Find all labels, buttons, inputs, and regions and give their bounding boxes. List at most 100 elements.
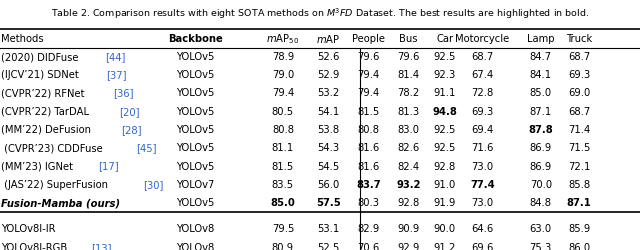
Text: (CVPR’23) CDDFuse: (CVPR’23) CDDFuse bbox=[1, 143, 106, 153]
Text: 85.9: 85.9 bbox=[568, 224, 590, 234]
Text: [20]: [20] bbox=[119, 107, 140, 117]
Text: 69.4: 69.4 bbox=[472, 125, 493, 135]
Text: 83.0: 83.0 bbox=[397, 125, 419, 135]
Text: $\mathit{m}$AP$_{50}$: $\mathit{m}$AP$_{50}$ bbox=[266, 32, 300, 46]
Text: 56.0: 56.0 bbox=[317, 180, 339, 190]
Text: [17]: [17] bbox=[98, 162, 119, 172]
Text: 83.7: 83.7 bbox=[356, 180, 381, 190]
Text: 90.0: 90.0 bbox=[434, 224, 456, 234]
Text: Fusion-Mamba (ours): Fusion-Mamba (ours) bbox=[1, 198, 120, 208]
Text: 54.5: 54.5 bbox=[317, 162, 339, 172]
Text: 79.4: 79.4 bbox=[358, 70, 380, 80]
Text: 91.1: 91.1 bbox=[434, 88, 456, 99]
Text: 81.3: 81.3 bbox=[397, 107, 419, 117]
Text: 54.1: 54.1 bbox=[317, 107, 339, 117]
Text: 93.2: 93.2 bbox=[396, 180, 420, 190]
Text: 80.8: 80.8 bbox=[272, 125, 294, 135]
Text: YOLOv5: YOLOv5 bbox=[176, 143, 214, 153]
Text: 91.9: 91.9 bbox=[434, 198, 456, 208]
Text: 81.5: 81.5 bbox=[358, 107, 380, 117]
Text: 87.1: 87.1 bbox=[567, 198, 591, 208]
Text: 78.2: 78.2 bbox=[397, 88, 419, 99]
Text: YOLOv8l-IR: YOLOv8l-IR bbox=[1, 224, 56, 234]
Text: [44]: [44] bbox=[106, 52, 125, 62]
Text: 81.6: 81.6 bbox=[358, 162, 380, 172]
Text: 78.9: 78.9 bbox=[272, 52, 294, 62]
Text: YOLOv8l-RGB: YOLOv8l-RGB bbox=[1, 243, 70, 250]
Text: 92.5: 92.5 bbox=[434, 52, 456, 62]
Text: 86.9: 86.9 bbox=[530, 143, 552, 153]
Text: [13]: [13] bbox=[91, 243, 111, 250]
Text: (MM’22) DeFusion: (MM’22) DeFusion bbox=[1, 125, 95, 135]
Text: YOLOv5: YOLOv5 bbox=[176, 162, 214, 172]
Text: 71.6: 71.6 bbox=[472, 143, 493, 153]
Text: [36]: [36] bbox=[113, 88, 134, 99]
Text: 68.7: 68.7 bbox=[472, 52, 493, 62]
Text: [30]: [30] bbox=[143, 180, 164, 190]
Text: 69.3: 69.3 bbox=[568, 70, 590, 80]
Text: 84.7: 84.7 bbox=[530, 52, 552, 62]
Text: 53.2: 53.2 bbox=[317, 88, 339, 99]
Text: 92.8: 92.8 bbox=[397, 198, 419, 208]
Text: 92.9: 92.9 bbox=[397, 243, 419, 250]
Text: 71.4: 71.4 bbox=[568, 125, 590, 135]
Text: 53.8: 53.8 bbox=[317, 125, 339, 135]
Text: 82.4: 82.4 bbox=[397, 162, 419, 172]
Text: (MM’23) IGNet: (MM’23) IGNet bbox=[1, 162, 76, 172]
Text: 53.1: 53.1 bbox=[317, 224, 339, 234]
Text: 91.0: 91.0 bbox=[434, 180, 456, 190]
Text: YOLOv5: YOLOv5 bbox=[176, 88, 214, 99]
Text: (CVPR’22) TarDAL: (CVPR’22) TarDAL bbox=[1, 107, 92, 117]
Text: 80.9: 80.9 bbox=[272, 243, 294, 250]
Text: 86.9: 86.9 bbox=[530, 162, 552, 172]
Text: 69.6: 69.6 bbox=[472, 243, 493, 250]
Text: YOLOv8: YOLOv8 bbox=[176, 243, 214, 250]
Text: 94.8: 94.8 bbox=[433, 107, 457, 117]
Text: (CVPR’22) RFNet: (CVPR’22) RFNet bbox=[1, 88, 88, 99]
Text: YOLOv7: YOLOv7 bbox=[176, 180, 214, 190]
Text: 81.5: 81.5 bbox=[272, 162, 294, 172]
Text: (JAS’22) SuperFusion: (JAS’22) SuperFusion bbox=[1, 180, 111, 190]
Text: 92.8: 92.8 bbox=[434, 162, 456, 172]
Text: [37]: [37] bbox=[106, 70, 126, 80]
Text: 82.9: 82.9 bbox=[358, 224, 380, 234]
Text: 52.5: 52.5 bbox=[317, 243, 339, 250]
Text: 92.5: 92.5 bbox=[434, 125, 456, 135]
Text: Table 2. Comparison results with eight SOTA methods on $M^3FD$ Dataset. The best: Table 2. Comparison results with eight S… bbox=[51, 6, 589, 21]
Text: 80.3: 80.3 bbox=[358, 198, 380, 208]
Text: 86.0: 86.0 bbox=[568, 243, 590, 250]
Text: 79.0: 79.0 bbox=[272, 70, 294, 80]
Text: 57.5: 57.5 bbox=[316, 198, 340, 208]
Text: 85.8: 85.8 bbox=[568, 180, 590, 190]
Text: 79.4: 79.4 bbox=[358, 88, 380, 99]
Text: 79.6: 79.6 bbox=[358, 52, 380, 62]
Text: 83.5: 83.5 bbox=[272, 180, 294, 190]
Text: 75.3: 75.3 bbox=[530, 243, 552, 250]
Text: 72.8: 72.8 bbox=[472, 88, 493, 99]
Text: 79.5: 79.5 bbox=[272, 224, 294, 234]
Text: 79.4: 79.4 bbox=[272, 88, 294, 99]
Text: YOLOv5: YOLOv5 bbox=[176, 198, 214, 208]
Text: YOLOv8: YOLOv8 bbox=[176, 224, 214, 234]
Text: People: People bbox=[352, 34, 385, 44]
Text: (2020) DIDFuse: (2020) DIDFuse bbox=[1, 52, 82, 62]
Text: 52.9: 52.9 bbox=[317, 70, 339, 80]
Text: 68.7: 68.7 bbox=[568, 52, 590, 62]
Text: 87.8: 87.8 bbox=[529, 125, 553, 135]
Text: Lamp: Lamp bbox=[527, 34, 554, 44]
Text: 80.8: 80.8 bbox=[358, 125, 380, 135]
Text: [45]: [45] bbox=[136, 143, 157, 153]
Text: 72.1: 72.1 bbox=[568, 162, 590, 172]
Text: 92.3: 92.3 bbox=[434, 70, 456, 80]
Text: 85.0: 85.0 bbox=[271, 198, 295, 208]
Text: $\mathit{m}$AP: $\mathit{m}$AP bbox=[316, 33, 340, 45]
Text: 84.8: 84.8 bbox=[530, 198, 552, 208]
Text: 80.5: 80.5 bbox=[272, 107, 294, 117]
Text: 81.6: 81.6 bbox=[358, 143, 380, 153]
Text: 70.0: 70.0 bbox=[530, 180, 552, 190]
Text: 73.0: 73.0 bbox=[472, 162, 493, 172]
Text: YOLOv5: YOLOv5 bbox=[176, 52, 214, 62]
Text: 67.4: 67.4 bbox=[472, 70, 493, 80]
Text: Backbone: Backbone bbox=[168, 34, 223, 44]
Text: (IJCV’21) SDNet: (IJCV’21) SDNet bbox=[1, 70, 82, 80]
